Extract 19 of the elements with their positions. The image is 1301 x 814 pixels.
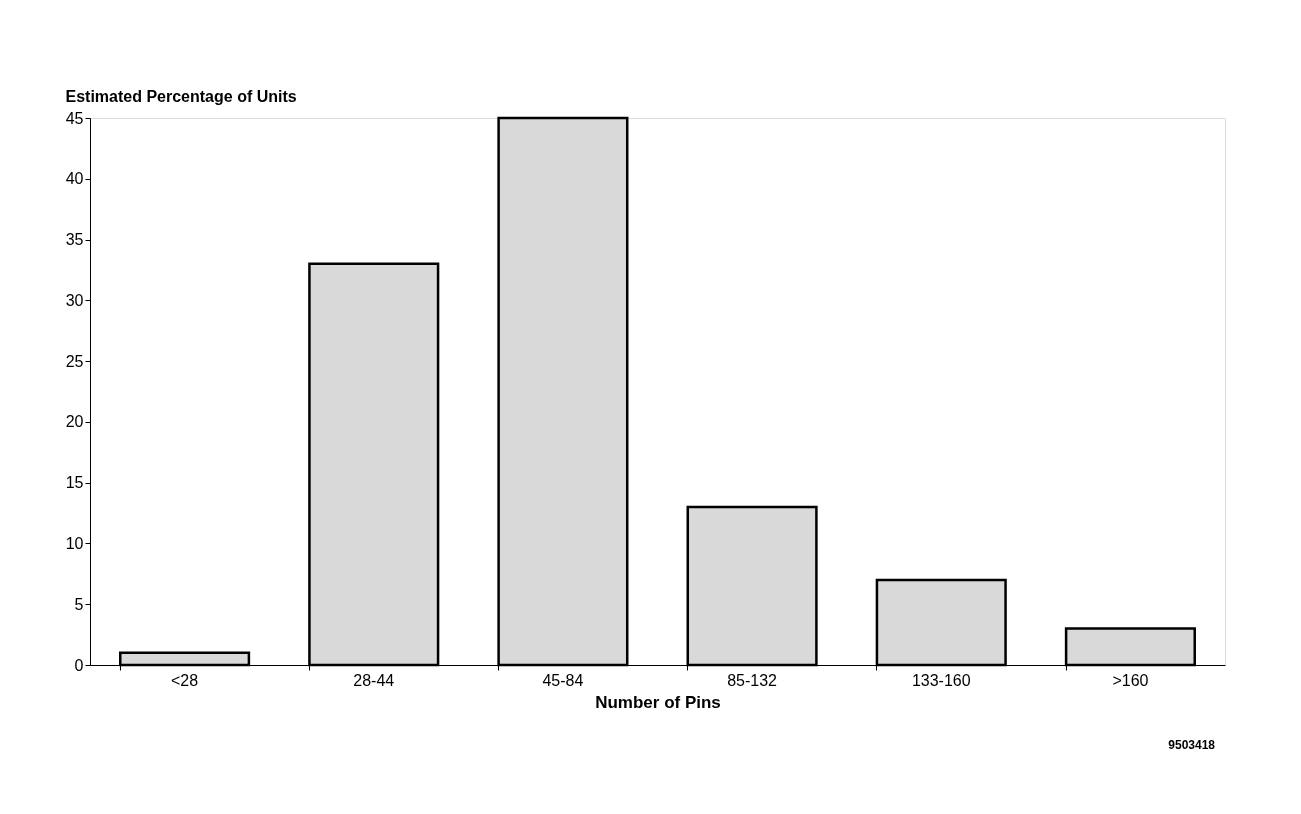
x-tick-label: 85-132 xyxy=(727,671,778,689)
y-tick-label: 40 xyxy=(65,170,84,188)
y-axis-title: Estimated Percentage of Units xyxy=(65,87,297,105)
y-tick-label: 10 xyxy=(65,534,84,552)
y-tick-label: 0 xyxy=(74,656,84,674)
x-tick-label: 133-160 xyxy=(911,671,971,689)
y-tick-label: 35 xyxy=(65,231,84,249)
y-tick-label: 30 xyxy=(65,291,84,309)
x-tick-label: <28 xyxy=(171,671,199,689)
x-tick-label: 45-84 xyxy=(542,671,584,689)
y-tick-label: 15 xyxy=(65,474,84,492)
text: 9503418 xyxy=(1168,738,1216,752)
y-tick-label: 25 xyxy=(65,352,84,370)
y-tick-label: 45 xyxy=(65,109,84,127)
y-tick-label: 20 xyxy=(65,413,84,431)
x-tick-label: 28-44 xyxy=(353,671,395,689)
x-axis-title: Number of Pins xyxy=(595,692,721,712)
x-tick-label: >160 xyxy=(1112,671,1149,689)
y-tick-label: 5 xyxy=(74,595,84,613)
